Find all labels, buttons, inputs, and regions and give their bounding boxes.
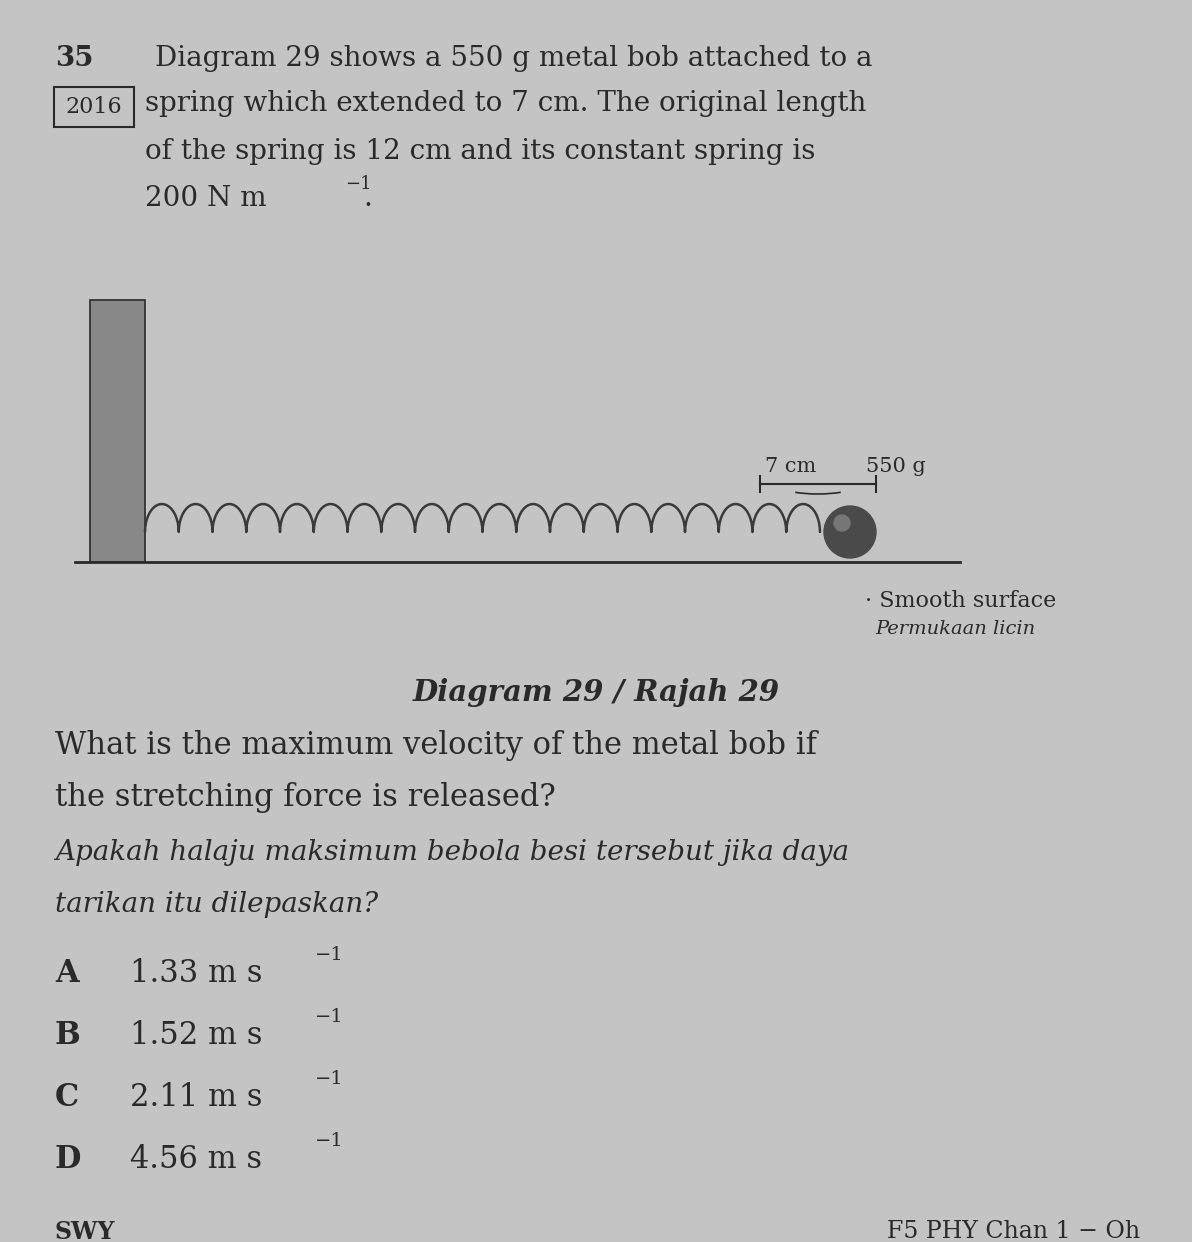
Text: · Smooth surface: · Smooth surface (865, 590, 1056, 612)
Text: A: A (55, 958, 79, 989)
Text: −1: −1 (315, 946, 343, 964)
Text: −1: −1 (315, 1131, 343, 1150)
Text: of the spring is 12 cm and its constant spring is: of the spring is 12 cm and its constant … (145, 138, 815, 165)
Circle shape (824, 505, 876, 558)
Text: 1.52 m s: 1.52 m s (130, 1020, 262, 1051)
Text: −1: −1 (315, 1071, 343, 1088)
Text: SWY: SWY (55, 1220, 116, 1242)
Text: F5 PHY Chan 1 − Oh: F5 PHY Chan 1 − Oh (887, 1220, 1140, 1242)
Text: 2.11 m s: 2.11 m s (130, 1082, 262, 1113)
Text: −1: −1 (344, 175, 372, 193)
Text: 1.33 m s: 1.33 m s (130, 958, 262, 989)
Text: 35: 35 (55, 45, 93, 72)
Text: D: D (55, 1144, 81, 1175)
Text: 2016: 2016 (66, 96, 123, 118)
Text: the stretching force is released?: the stretching force is released? (55, 782, 555, 814)
Text: 200 N m: 200 N m (145, 185, 267, 212)
Text: .: . (364, 185, 372, 212)
Text: spring which extended to 7 cm. The original length: spring which extended to 7 cm. The origi… (145, 89, 867, 117)
Text: B: B (55, 1020, 81, 1051)
Bar (91, 301, 145, 561)
Text: Diagram 29 / Rajah 29: Diagram 29 / Rajah 29 (412, 678, 780, 707)
Circle shape (834, 515, 850, 532)
Text: −1: −1 (315, 1009, 343, 1026)
Text: What is the maximum velocity of the metal bob if: What is the maximum velocity of the meta… (55, 730, 817, 761)
Text: 4.56 m s: 4.56 m s (130, 1144, 262, 1175)
Text: C: C (55, 1082, 79, 1113)
Text: tarikan itu dilepaskan?: tarikan itu dilepaskan? (55, 891, 378, 918)
Text: Permukaan licin: Permukaan licin (875, 620, 1035, 638)
Text: Diagram 29 shows a 550 g metal bob attached to a: Diagram 29 shows a 550 g metal bob attac… (155, 45, 873, 72)
Text: Apakah halaju maksimum bebola besi tersebut jika daya: Apakah halaju maksimum bebola besi terse… (55, 840, 849, 866)
Text: 7 cm: 7 cm (765, 457, 817, 476)
Text: 550 g: 550 g (867, 457, 926, 476)
